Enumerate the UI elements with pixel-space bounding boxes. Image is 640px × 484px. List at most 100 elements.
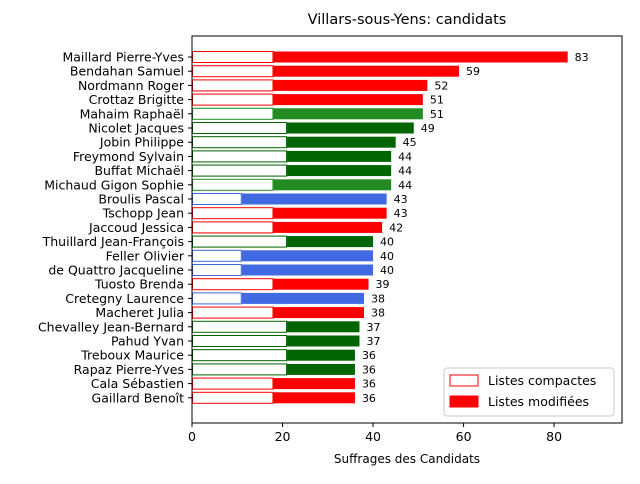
y-tick-label: Maillard Pierre-Yves xyxy=(62,50,184,65)
y-tick-label: Nordmann Roger xyxy=(78,78,185,93)
x-tick-label: 20 xyxy=(275,429,291,444)
y-tick-label: Pahud Yvan xyxy=(111,334,184,349)
bar-modified xyxy=(273,79,428,91)
chart-title: Villars-sous-Yens: candidats xyxy=(308,12,507,28)
y-tick-label: Treboux Maurice xyxy=(80,348,184,363)
bar-compact xyxy=(192,320,288,333)
value-label: 36 xyxy=(362,349,376,362)
value-label: 39 xyxy=(376,278,390,291)
bar-compact xyxy=(192,363,288,376)
bar-modified xyxy=(273,51,568,63)
value-label: 51 xyxy=(430,94,444,107)
value-label: 37 xyxy=(366,321,380,334)
bar-compact xyxy=(192,391,274,404)
bar-compact xyxy=(192,207,274,220)
y-tick-label: Nicolet Jacques xyxy=(88,121,184,136)
bar-modified xyxy=(287,236,374,248)
bar-compact xyxy=(192,278,274,291)
value-label: 44 xyxy=(398,150,412,163)
bar-modified xyxy=(273,65,460,77)
bar-modified xyxy=(273,307,364,319)
bar-compact xyxy=(192,292,242,305)
bar-compact xyxy=(192,65,274,78)
legend-swatch xyxy=(449,395,479,408)
bar-modified xyxy=(287,150,392,162)
y-tick-label: Tschopp Jean xyxy=(102,206,184,221)
value-label: 52 xyxy=(434,79,448,92)
x-tick-label: 60 xyxy=(456,429,472,444)
bar-compact xyxy=(192,335,288,347)
y-tick-label: Cala Sébastien xyxy=(91,376,184,391)
bar-compact xyxy=(192,136,288,149)
y-tick-label: Mahaim Raphaël xyxy=(80,106,184,121)
plot-frame xyxy=(191,35,623,424)
bar-modified xyxy=(273,108,423,120)
bar-compact xyxy=(192,249,242,262)
bar-compact xyxy=(192,193,242,205)
bar-compact xyxy=(192,122,288,134)
value-label: 40 xyxy=(380,250,394,263)
y-tick-label: Crottaz Brigitte xyxy=(89,92,185,107)
value-label: 37 xyxy=(366,335,380,348)
bar-compact xyxy=(192,235,288,248)
value-label: 43 xyxy=(394,193,408,206)
value-label: 36 xyxy=(362,363,376,376)
bar-compact xyxy=(192,107,274,120)
y-tick-label: Jobin Philippe xyxy=(99,135,184,150)
value-label: 44 xyxy=(398,165,412,178)
bar-compact xyxy=(192,377,274,390)
x-tick-label: 40 xyxy=(365,429,381,444)
bar-modified xyxy=(273,179,392,191)
y-tick-label: Broulis Pascal xyxy=(98,192,184,207)
bar-compact xyxy=(192,221,274,234)
x-axis: 0 20 40 60 80 xyxy=(188,423,562,444)
y-tick-label: Freymond Sylvain xyxy=(73,149,184,164)
bar-compact xyxy=(192,150,288,163)
bar-modified xyxy=(287,349,355,361)
value-label: 38 xyxy=(371,307,385,320)
y-tick-label: Michaud Gigon Sophie xyxy=(44,177,184,192)
value-label: 83 xyxy=(575,51,589,64)
bar-compact xyxy=(192,349,288,362)
y-tick-label: Cretegny Laurence xyxy=(65,291,184,306)
bar-modified xyxy=(273,378,355,390)
bar-compact xyxy=(192,93,274,106)
legend-box xyxy=(443,367,615,417)
value-label: 38 xyxy=(371,292,385,305)
value-label: 42 xyxy=(389,221,403,234)
x-tick-label: 80 xyxy=(546,429,562,444)
bar-compact xyxy=(192,178,274,191)
legend-label: Listes modifiées xyxy=(488,394,589,409)
bars-group xyxy=(192,51,568,404)
bar-modified xyxy=(287,136,396,148)
value-label: 40 xyxy=(380,264,394,277)
value-label: 43 xyxy=(394,207,408,220)
bar-modified xyxy=(287,363,355,375)
value-label: 36 xyxy=(362,392,376,405)
bar-compact xyxy=(192,79,274,92)
bar-modified xyxy=(287,122,414,134)
y-tick-label: Feller Olivier xyxy=(106,248,185,263)
bar-modified xyxy=(273,94,423,106)
value-label: 45 xyxy=(403,136,417,149)
y-tick-label: de Quattro Jacqueline xyxy=(48,263,184,278)
value-label: 51 xyxy=(430,108,444,121)
y-tick-label: Thuillard Jean-François xyxy=(42,234,184,249)
value-label: 59 xyxy=(466,65,480,78)
x-axis-label: Suffrages des Candidats xyxy=(334,452,480,466)
bar-compact xyxy=(192,51,274,63)
y-tick-label: Macheret Julia xyxy=(95,305,184,320)
value-label: 49 xyxy=(421,122,435,135)
y-tick-label: Buffat Michaël xyxy=(94,163,184,178)
bar-modified xyxy=(287,165,392,177)
bar-modified xyxy=(273,278,369,290)
bar-modified xyxy=(241,250,374,262)
y-tick-label: Chevalley Jean-Bernard xyxy=(38,319,184,334)
y-tick-label: Jaccoud Jessica xyxy=(88,220,184,235)
legend-swatch xyxy=(449,374,479,387)
x-tick-label: 0 xyxy=(188,429,196,444)
bar-compact xyxy=(192,164,288,177)
bar-modified xyxy=(273,392,355,404)
